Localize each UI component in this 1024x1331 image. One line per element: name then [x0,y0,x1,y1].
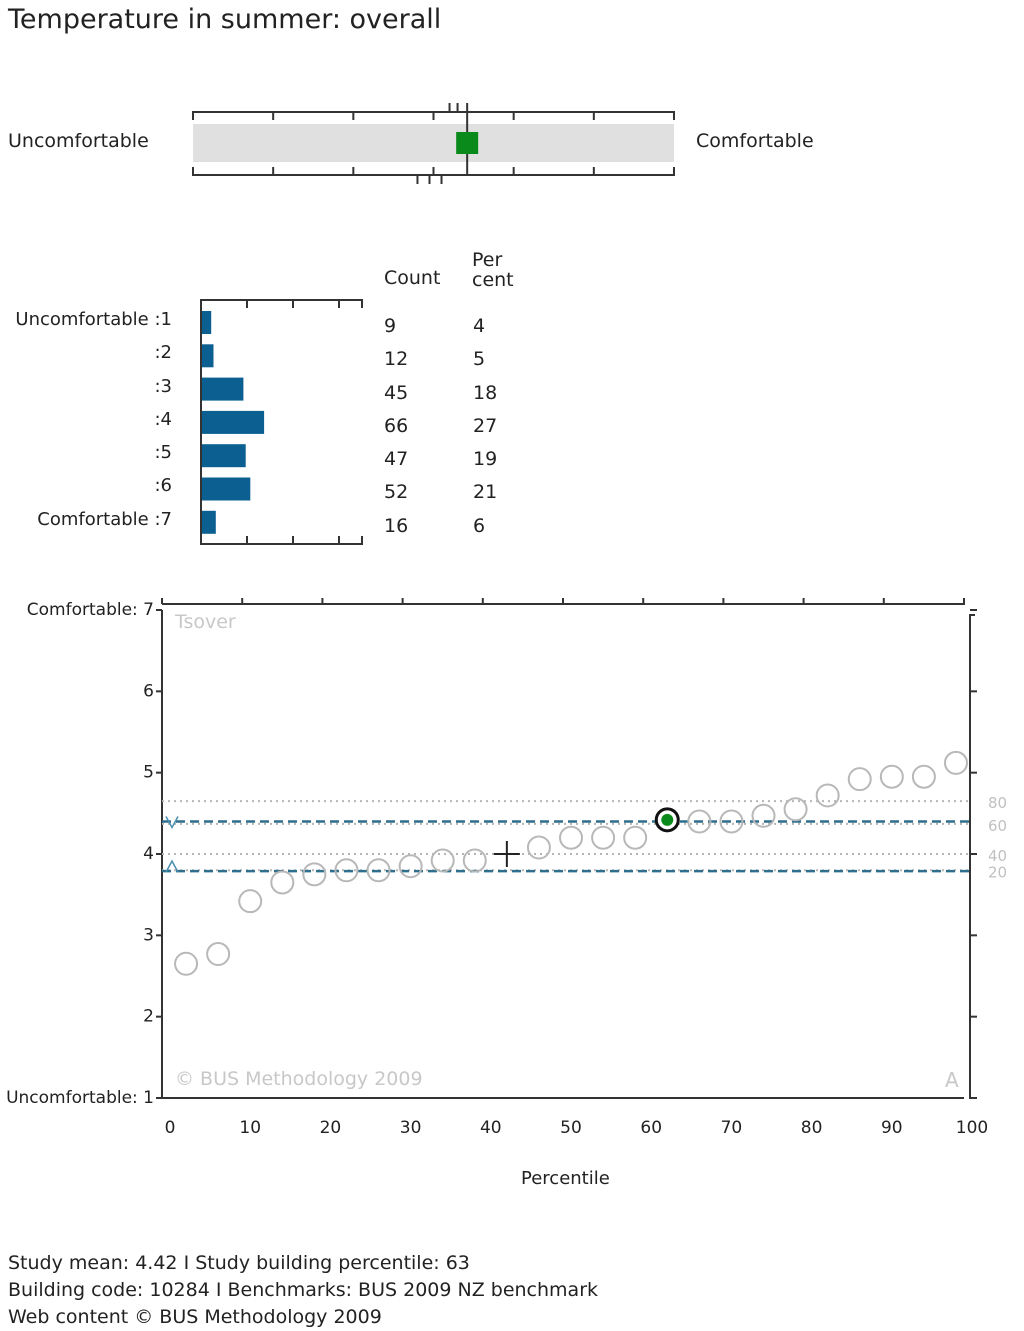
distribution-bar-chart [200,299,363,545]
dist-bar [202,444,246,468]
y-tick-label: Uncomfortable: 1 [6,1088,154,1108]
dist-count: 12 [384,348,409,370]
x-tick-label: 0 [165,1118,176,1138]
benchmark-marker-down [165,816,179,830]
dist-count: 45 [384,382,409,404]
x-tick-label: 30 [400,1118,422,1138]
data-point [302,862,327,887]
percentile-line-label: 20 [988,863,1007,881]
dist-bar [202,344,214,368]
dist-percent: 6 [473,515,486,537]
x-tick-label: 70 [721,1118,743,1138]
y-tick-label: 4 [143,844,154,864]
footer-summary: Study mean: 4.42 I Study building percen… [8,1252,470,1274]
data-point [751,803,776,828]
dist-count: 16 [384,515,409,537]
data-point [366,858,391,883]
dist-count: 9 [384,315,397,337]
percentile-line-label: 40 [988,847,1007,865]
dist-count: 52 [384,481,409,503]
data-point [719,809,744,834]
x-tick-label: 80 [801,1118,823,1138]
right-bracket [969,614,975,1099]
dist-row-label: :2 [154,342,172,363]
data-point [559,825,584,850]
dist-bar [202,377,244,401]
y-tick-label: 5 [143,763,154,783]
footer-copyright: Web content © BUS Methodology 2009 [8,1306,382,1328]
dist-row-label: Comfortable :7 [37,509,172,530]
dist-percent: 21 [473,481,498,503]
data-point [783,797,808,822]
mean-scale [192,103,675,184]
percent-header-line1: Per [472,249,503,271]
dist-bar [202,311,212,334]
data-point [815,783,840,808]
corner-letter: A [945,1068,959,1092]
x-axis-label: Percentile [521,1168,610,1189]
dist-bar [202,477,251,501]
dist-row-label: :3 [154,376,172,397]
dist-count: 66 [384,415,409,437]
y-tick-label: 2 [143,1007,154,1027]
data-point [462,848,487,873]
data-point [591,825,616,850]
data-point [623,825,648,850]
dist-percent: 4 [473,315,486,337]
page-title: Temperature in summer: overall [8,4,442,35]
mean-marker [456,132,479,154]
footer: Study mean: 4.42 I Study building percen… [8,1250,598,1331]
percentile-line-label: 80 [988,794,1007,812]
y-tick-label: 6 [143,681,154,701]
data-point [687,809,712,834]
scale-track [193,124,674,162]
x-tick-label: 50 [560,1118,582,1138]
series-label: Tsover [175,611,236,633]
dist-row-label: :5 [154,442,172,463]
dist-row-label: Uncomfortable :1 [15,309,172,330]
dist-row-label: :6 [154,475,172,496]
data-point [430,848,455,873]
data-point [238,889,263,914]
dist-bar [202,510,216,534]
dist-percent: 19 [473,448,498,470]
data-point [398,854,423,879]
y-tick-label: 3 [143,925,154,945]
x-tick-label: 10 [239,1118,261,1138]
data-point [526,835,551,860]
x-tick-label: 90 [881,1118,903,1138]
scale-right-label: Comfortable [696,130,814,152]
x-tick-label: 60 [640,1118,662,1138]
benchmark-marker-up [165,859,179,873]
footer-building: Building code: 10284 I Benchmarks: BUS 2… [8,1279,599,1301]
data-point [174,951,199,976]
dist-bar [202,410,265,434]
dist-percent: 5 [473,348,486,370]
scale-left-label: Uncomfortable [8,130,149,152]
data-point [847,767,872,792]
x-tick-label: 20 [320,1118,342,1138]
x-tick-label: 40 [480,1118,502,1138]
watermark: © BUS Methodology 2009 [175,1068,423,1090]
y-tick-label: Comfortable: 7 [27,600,154,620]
count-header: Count [384,267,441,289]
percent-header: Per cent [472,250,514,290]
data-point [270,870,295,895]
dist-count: 47 [384,448,409,470]
data-point [879,764,904,789]
dist-percent: 27 [473,415,498,437]
data-point [334,858,359,883]
data-point [206,942,231,967]
data-point [911,764,936,789]
dist-percent: 18 [473,382,498,404]
percentile-line-label: 60 [988,817,1007,835]
dist-row-label: :4 [154,409,172,430]
x-tick-label: 100 [956,1118,988,1138]
data-point [943,750,968,775]
study-building-point-fill [661,813,674,826]
percent-header-line2: cent [472,269,514,291]
